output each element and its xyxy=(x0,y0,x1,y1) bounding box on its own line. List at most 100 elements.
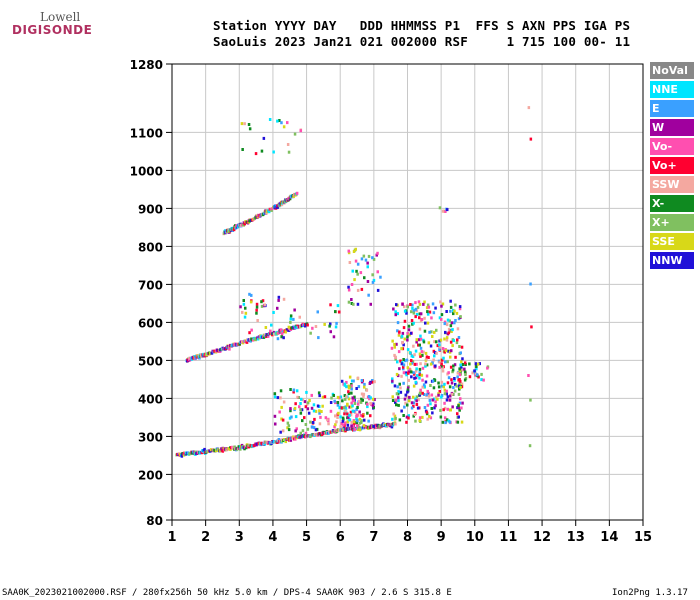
data-point xyxy=(443,416,447,420)
data-point xyxy=(369,401,372,405)
data-point xyxy=(369,414,372,418)
data-point xyxy=(529,282,532,286)
data-point xyxy=(355,417,358,421)
data-point xyxy=(303,416,306,420)
data-point xyxy=(449,365,453,369)
data-point xyxy=(356,302,360,306)
data-point xyxy=(312,409,316,413)
data-point xyxy=(351,396,354,400)
logo-top-text: Lowell xyxy=(40,10,81,24)
y-tick-label: 1280 xyxy=(130,58,163,72)
y-tick-label: 300 xyxy=(138,430,163,444)
data-point xyxy=(334,414,337,418)
data-point xyxy=(407,324,411,328)
data-point xyxy=(352,379,355,383)
data-point xyxy=(418,393,422,397)
data-point xyxy=(415,399,418,403)
data-point xyxy=(403,305,406,309)
data-point xyxy=(399,390,403,394)
data-point xyxy=(441,302,445,306)
data-point xyxy=(238,342,241,346)
data-point xyxy=(406,305,409,309)
data-point xyxy=(480,378,483,382)
data-point xyxy=(250,293,253,297)
data-point xyxy=(390,346,394,350)
data-point xyxy=(404,401,407,405)
data-point xyxy=(226,344,230,348)
data-point xyxy=(460,345,464,349)
data-point xyxy=(528,444,532,448)
data-point xyxy=(440,380,444,384)
data-point xyxy=(397,396,400,400)
data-point xyxy=(413,362,417,366)
data-point xyxy=(270,323,273,327)
data-point xyxy=(434,404,437,408)
data-point xyxy=(458,369,462,373)
data-point xyxy=(424,362,427,366)
data-point xyxy=(401,341,404,345)
data-point xyxy=(293,308,296,312)
data-point xyxy=(444,349,448,353)
data-point xyxy=(403,397,407,401)
data-point xyxy=(419,334,422,338)
data-point xyxy=(344,421,347,425)
data-point xyxy=(406,331,409,335)
data-point xyxy=(395,372,399,376)
data-point xyxy=(420,350,424,354)
data-point xyxy=(290,415,293,419)
data-point xyxy=(440,313,444,317)
data-point xyxy=(415,338,418,342)
data-point xyxy=(282,400,286,404)
data-point xyxy=(410,370,413,374)
data-point xyxy=(447,327,451,331)
data-point xyxy=(450,349,453,353)
data-point xyxy=(397,350,401,354)
data-point xyxy=(439,300,442,304)
data-point xyxy=(460,360,463,364)
data-point xyxy=(443,382,446,386)
data-point xyxy=(406,348,410,352)
legend-item: X+ xyxy=(650,214,694,231)
y-tick-label: 1100 xyxy=(130,126,163,140)
data-point xyxy=(348,405,351,409)
data-point xyxy=(449,305,453,309)
data-point xyxy=(372,257,376,261)
data-point xyxy=(326,418,329,422)
data-point xyxy=(289,409,292,413)
data-point xyxy=(260,304,264,308)
data-point xyxy=(356,376,360,380)
data-point xyxy=(454,355,457,359)
data-point xyxy=(458,305,462,309)
data-point xyxy=(346,420,349,424)
data-point xyxy=(410,401,414,405)
data-point xyxy=(400,362,404,366)
data-point xyxy=(267,210,271,214)
data-point xyxy=(355,269,358,273)
data-point xyxy=(182,453,186,457)
data-point xyxy=(450,330,453,333)
data-point xyxy=(372,424,375,428)
data-point xyxy=(415,395,419,399)
data-point xyxy=(421,385,424,389)
data-point xyxy=(480,372,483,376)
data-point xyxy=(430,393,434,397)
data-point xyxy=(401,347,405,351)
data-point xyxy=(358,399,361,403)
data-point xyxy=(289,317,292,321)
data-point xyxy=(415,340,418,344)
data-point xyxy=(397,333,401,337)
data-point xyxy=(440,304,443,308)
data-point xyxy=(422,393,426,396)
data-point xyxy=(402,365,405,369)
data-point xyxy=(229,447,232,451)
data-point xyxy=(428,414,431,418)
data-point xyxy=(406,390,409,394)
data-point xyxy=(312,403,316,407)
footer-version: Ion2Png 1.3.17 xyxy=(612,588,688,598)
data-point xyxy=(414,376,418,380)
data-point xyxy=(440,384,444,388)
data-point xyxy=(393,345,396,349)
y-tick-label: 400 xyxy=(138,392,163,406)
data-point xyxy=(453,309,456,313)
data-point xyxy=(324,416,328,420)
